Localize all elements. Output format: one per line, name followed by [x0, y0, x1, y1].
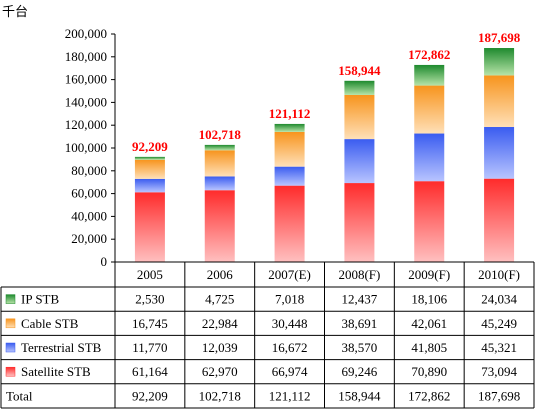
table-cell-ip-stb: 12,437: [342, 292, 378, 307]
y-tick-label: 80,000: [71, 163, 107, 178]
bar-terrestrial-stb-2010-f: [484, 127, 515, 179]
bar-terrestrial-stb-2009-f: [414, 133, 445, 182]
x-tick-label: 2006: [207, 267, 234, 282]
y-tick-label: 40,000: [71, 208, 107, 223]
table-cell-satellite-stb: 61,164: [132, 364, 168, 379]
x-tick-label: 2010(F): [478, 267, 520, 282]
table-cell-satellite-stb: 66,974: [272, 364, 308, 379]
bar-ip-stb-2008-f: [344, 80, 375, 95]
y-tick-label: 0: [101, 254, 108, 269]
table-cell-ip-stb: 4,725: [205, 292, 234, 307]
bars: [134, 48, 515, 262]
y-tick-label: 20,000: [71, 231, 107, 246]
y-tick-label: 200,000: [65, 26, 107, 41]
table-cell-total: 172,862: [408, 388, 450, 403]
bar-terrestrial-stb-2008-f: [344, 139, 375, 184]
table-cell-ip-stb: 24,034: [481, 292, 517, 307]
data-table: 2005 2006 2007(E) 2008(F) 2009(F) 2010(F) IP S…: [0, 261, 535, 409]
y-tick-label: 120,000: [65, 117, 107, 132]
table-cell-satellite-stb: 69,246: [342, 364, 378, 379]
total-label-2009-f: 172,862: [408, 47, 450, 62]
y-tick-label: 180,000: [65, 49, 107, 64]
bar-satellite-stb-2007-e: [274, 185, 305, 262]
legend-label-ip-stb: IP STB: [21, 292, 59, 307]
total-label-2006: 102,718: [199, 127, 242, 142]
legend-swatch-ip-stb: [5, 294, 16, 304]
total-label-2007-e: 121,112: [269, 106, 311, 121]
table-cell-terrestrial-stb: 11,770: [132, 340, 167, 355]
bar-ip-stb-2007-e: [274, 123, 305, 132]
y-tick-label: 100,000: [65, 140, 107, 155]
legend-swatch-cable-stb: [5, 318, 16, 329]
legend-label-total: Total: [6, 388, 33, 403]
table-cell-ip-stb: 2,530: [135, 292, 164, 307]
bar-cable-stb-2008-f: [344, 94, 375, 140]
bar-cable-stb-2007-e: [274, 131, 305, 167]
table-cell-ip-stb: 18,106: [411, 292, 447, 307]
table-cell-ip-stb: 7,018: [275, 292, 304, 307]
y-tick-label: 140,000: [65, 94, 107, 109]
table-cell-cable-stb: 38,691: [342, 316, 378, 331]
bar-cable-stb-2005: [134, 159, 165, 179]
table-cell-total: 187,698: [478, 388, 520, 403]
legend-swatch-terrestrial-stb: [5, 342, 16, 353]
legend-label-terrestrial-stb: Terrestrial STB: [21, 340, 102, 355]
table-cell-satellite-stb: 73,094: [481, 364, 517, 379]
total-label-2010-f: 187,698: [478, 30, 521, 45]
table-cell-cable-stb: 30,448: [272, 316, 308, 331]
bar-satellite-stb-2008-f: [344, 183, 375, 262]
bar-cable-stb-2010-f: [484, 75, 515, 128]
table-cell-total: 121,112: [269, 388, 311, 403]
bar-terrestrial-stb-2005: [134, 178, 165, 193]
x-tick-label: 2007(E): [268, 267, 311, 282]
table-cell-total: 92,209: [132, 388, 168, 403]
legend-swatch-satellite-stb: [5, 366, 16, 377]
total-label-2008-f: 158,944: [338, 63, 381, 78]
bar-ip-stb-2005: [134, 156, 165, 160]
unit-label: 千台: [2, 4, 28, 19]
bar-ip-stb-2006: [204, 144, 235, 151]
bar-cable-stb-2006: [204, 150, 235, 177]
table-cell-satellite-stb: 70,890: [411, 364, 447, 379]
total-label-2005: 92,209: [132, 139, 168, 154]
y-axis: 0 20,000 40,000 60,000 80,000 100,000 120,000 1…: [65, 26, 116, 269]
table-cell-total: 102,718: [199, 388, 241, 403]
table-cell-cable-stb: 16,745: [132, 316, 168, 331]
legend-label-satellite-stb: Satellite STB: [21, 364, 91, 379]
y-tick-label: 160,000: [65, 72, 107, 87]
bar-satellite-stb-2009-f: [414, 181, 445, 262]
bar-satellite-stb-2010-f: [484, 178, 515, 262]
total-labels: 92,209 102,718 121,112 158,944 172,862 187,69…: [132, 30, 521, 154]
y-tick-label: 60,000: [71, 186, 107, 201]
table-cell-terrestrial-stb: 41,805: [411, 340, 447, 355]
table-cell-satellite-stb: 62,970: [202, 364, 238, 379]
table-cell-total: 158,944: [338, 388, 381, 403]
table-cell-terrestrial-stb: 45,321: [481, 340, 517, 355]
bar-satellite-stb-2006: [204, 190, 235, 262]
bar-satellite-stb-2005: [134, 192, 165, 262]
legend-label-cable-stb: Cable STB: [21, 316, 79, 331]
x-tick-label: 2008(F): [338, 267, 380, 282]
table-cell-cable-stb: 45,249: [481, 316, 517, 331]
table-cell-cable-stb: 22,984: [202, 316, 238, 331]
bar-terrestrial-stb-2006: [204, 176, 235, 191]
table-cell-terrestrial-stb: 16,672: [272, 340, 308, 355]
table-cell-cable-stb: 42,061: [411, 316, 447, 331]
bar-ip-stb-2009-f: [414, 64, 445, 86]
x-tick-label: 2005: [137, 267, 163, 282]
bar-cable-stb-2009-f: [414, 85, 445, 134]
bar-terrestrial-stb-2007-e: [274, 166, 305, 186]
x-tick-label: 2009(F): [408, 267, 450, 282]
table-cell-terrestrial-stb: 38,570: [342, 340, 378, 355]
bar-ip-stb-2010-f: [484, 48, 515, 76]
table-cell-terrestrial-stb: 12,039: [202, 340, 238, 355]
